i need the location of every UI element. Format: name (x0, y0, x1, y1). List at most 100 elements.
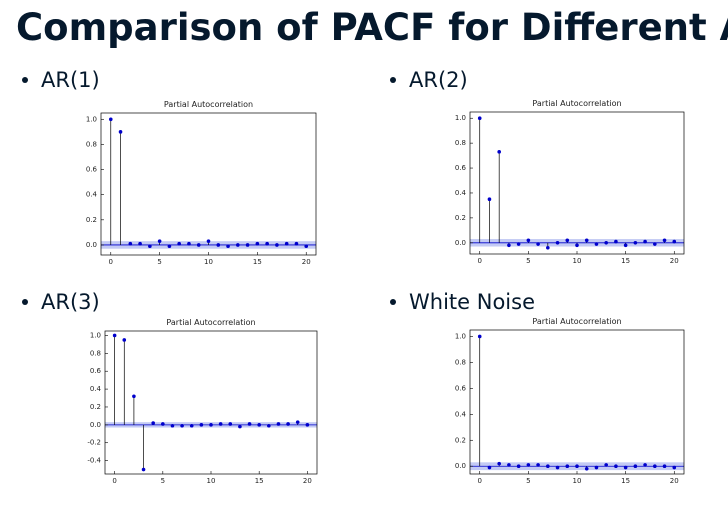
y-tick-label: -0.2 (87, 439, 101, 447)
y-tick-label: 0.0 (86, 241, 97, 249)
stem-marker (477, 116, 482, 121)
y-tick-label: -0.4 (87, 457, 101, 465)
y-tick-label: 0.6 (86, 166, 98, 174)
stem-marker (623, 243, 628, 248)
stem-marker (643, 463, 647, 467)
stem-marker (623, 465, 628, 470)
stem-marker (245, 243, 250, 247)
stem-marker (286, 422, 290, 426)
bullet-dot (390, 77, 396, 83)
plot-frame (469, 111, 685, 255)
stem-marker (584, 467, 589, 471)
stem-marker (180, 423, 184, 428)
bullet-label: White Noise (409, 290, 535, 314)
stem-marker (487, 465, 492, 470)
x-tick-label: 10 (204, 258, 213, 266)
x-tick-label: 10 (573, 477, 582, 485)
stem-marker (122, 338, 127, 342)
x-tick-label: 15 (621, 257, 630, 265)
y-tick-label: 0.8 (455, 358, 466, 366)
bullet-dot (390, 299, 396, 305)
x-tick-label: 0 (477, 257, 481, 265)
stem-marker (507, 243, 511, 248)
stem-marker (247, 422, 252, 426)
y-tick-label: 0.4 (86, 191, 98, 199)
y-tick-label: 1.0 (455, 114, 466, 122)
stem-marker (536, 242, 540, 246)
plot-frame (100, 112, 317, 256)
x-tick-label: 10 (573, 257, 582, 265)
y-tick-label: 0.8 (455, 139, 466, 147)
stem-marker (209, 423, 213, 427)
stem-marker (516, 242, 521, 246)
stem-marker (575, 464, 579, 469)
x-tick-label: 0 (109, 258, 113, 266)
y-tick-label: 0.2 (455, 214, 466, 222)
stem-marker (536, 463, 540, 467)
stem-marker (497, 150, 501, 154)
stem-marker (516, 464, 521, 469)
y-tick-label: 0.2 (86, 216, 97, 224)
y-tick-label: 1.0 (455, 332, 466, 340)
stem-marker (565, 238, 570, 243)
stem-marker (477, 334, 482, 339)
slide-title: Comparison of PACF for Different AR (16, 6, 728, 49)
x-tick-label: 15 (253, 258, 262, 266)
chart-title: Partial Autocorrelation (166, 318, 255, 327)
stem-marker (276, 422, 281, 426)
y-tick-label: 0.2 (90, 403, 101, 411)
stem-marker (594, 242, 599, 246)
x-tick-label: 15 (621, 477, 630, 485)
y-tick-label: 0.8 (90, 349, 101, 357)
x-tick-label: 20 (303, 477, 312, 485)
stem-marker (206, 239, 211, 243)
x-tick-label: 20 (302, 258, 311, 266)
x-tick-label: 20 (670, 257, 679, 265)
stem-marker (112, 333, 117, 338)
x-tick-label: 5 (526, 477, 530, 485)
stem-marker (584, 238, 589, 243)
chart-title: Partial Autocorrelation (532, 317, 621, 326)
stem-marker (238, 424, 242, 429)
stem-marker (662, 464, 667, 469)
stem-marker (132, 394, 136, 399)
stem-marker (236, 243, 240, 247)
stem-marker (167, 244, 172, 249)
bullet-label: AR(2) (409, 68, 468, 92)
stem-marker (672, 239, 677, 244)
stem-marker (305, 423, 310, 427)
y-tick-label: 0.4 (90, 385, 102, 393)
y-tick-label: 0.6 (455, 164, 467, 172)
plot-frame (104, 330, 318, 475)
y-tick-label: 0.0 (90, 421, 101, 429)
stem-marker (614, 464, 618, 469)
stem-marker (267, 423, 271, 428)
stem-marker (633, 464, 638, 469)
stem-marker (170, 423, 175, 428)
x-tick-label: 20 (670, 477, 679, 485)
stem-marker (294, 241, 299, 246)
stem-marker (257, 423, 261, 427)
stem-marker (226, 244, 230, 249)
y-tick-label: 0.4 (455, 189, 467, 197)
x-tick-label: 10 (207, 477, 216, 485)
y-tick-label: 0.0 (455, 462, 466, 470)
stem-marker (526, 238, 531, 243)
stem-marker (575, 243, 579, 248)
stem-marker (497, 461, 501, 466)
stem-marker (189, 423, 194, 428)
y-tick-label: 1.0 (90, 331, 101, 339)
bullet-dot (22, 299, 28, 305)
stem-marker (138, 241, 142, 246)
chart-title: Partial Autocorrelation (164, 100, 253, 109)
stem-marker (633, 240, 638, 245)
stem-marker (555, 465, 560, 470)
stem-marker (128, 241, 133, 246)
stem-marker (255, 241, 260, 246)
stem-marker (604, 240, 608, 245)
stem-marker (643, 239, 647, 244)
x-tick-label: 0 (112, 477, 116, 485)
stem-marker (265, 241, 269, 246)
bullet-dot (22, 77, 28, 83)
